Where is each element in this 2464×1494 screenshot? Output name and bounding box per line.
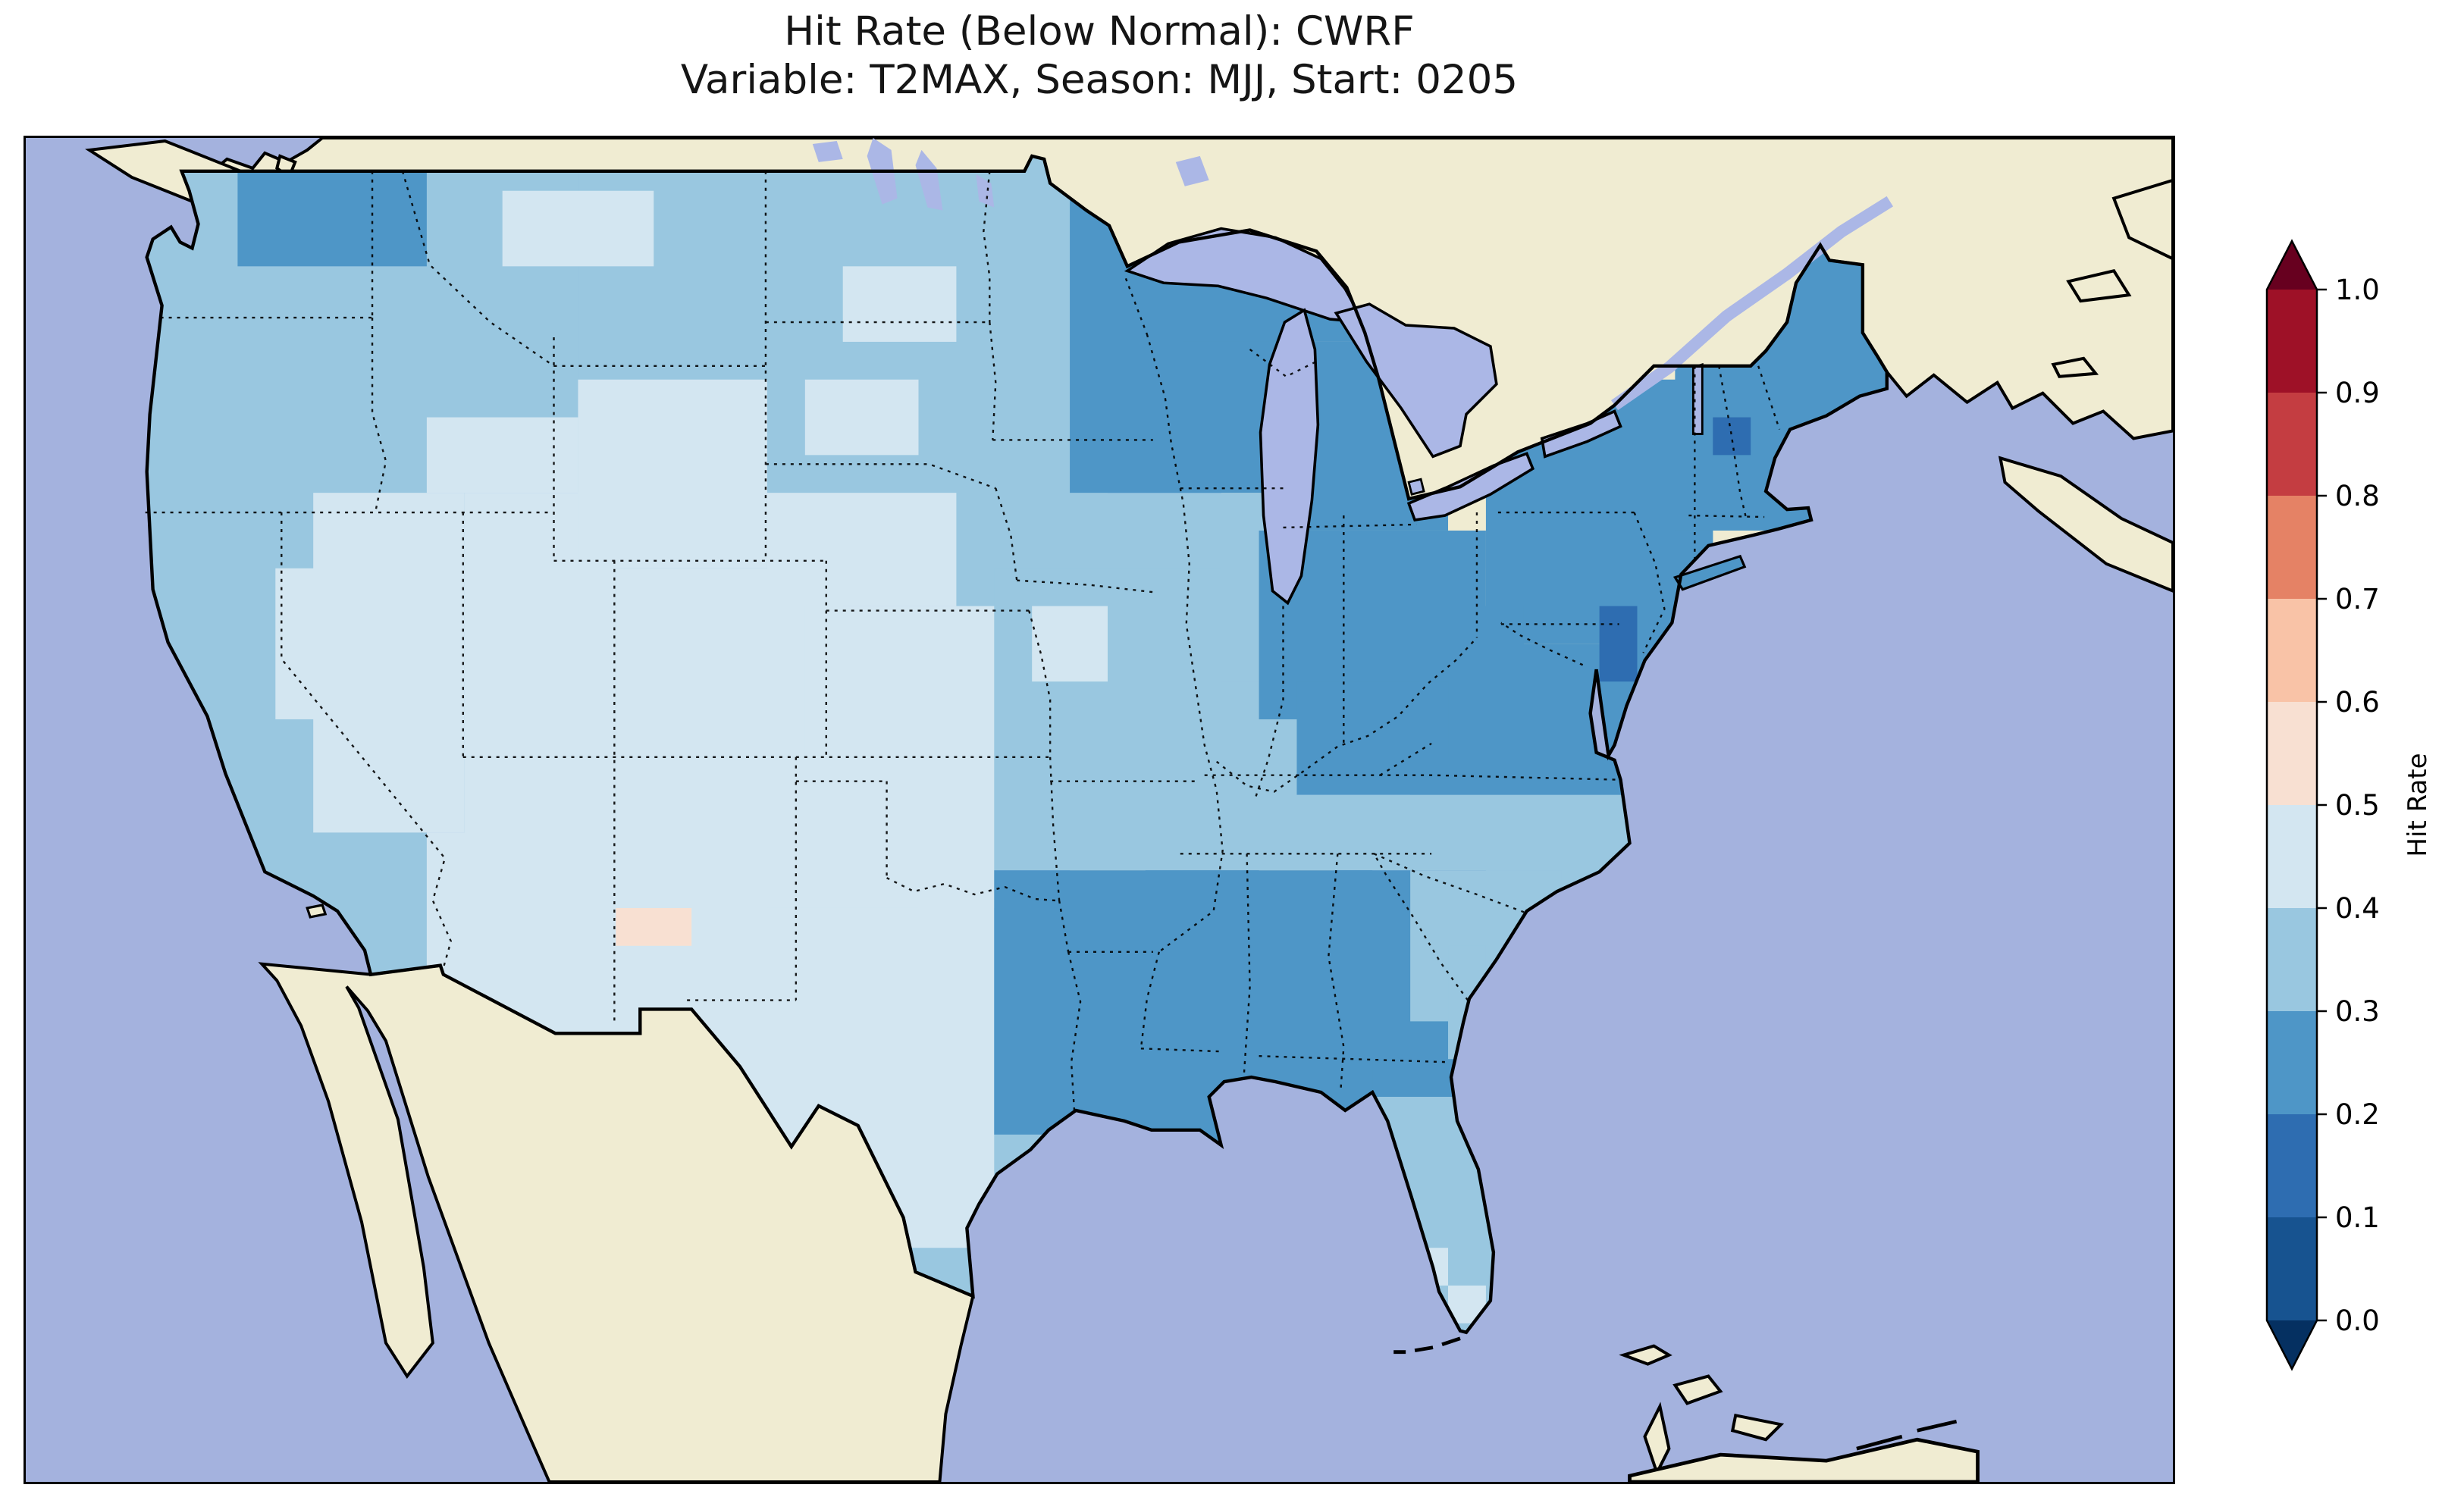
grid-region-missouri-central bbox=[1032, 606, 1108, 682]
grid-region-texas-panhandle bbox=[766, 756, 919, 908]
colorbar-tick-label: 0.3 bbox=[2335, 995, 2380, 1028]
grid-region-chesapeake-low-spot bbox=[1599, 606, 1638, 682]
florida-keys bbox=[1393, 1336, 1958, 1451]
lake-of-the-woods bbox=[976, 174, 995, 208]
lake-nipigon bbox=[1175, 155, 1209, 186]
grid-region-north-dakota-central bbox=[842, 266, 957, 342]
newfoundland-islands bbox=[2066, 178, 2173, 303]
colorbar-segment bbox=[2267, 1217, 2317, 1320]
colorbar-tick-label: 0.8 bbox=[2335, 480, 2380, 512]
cat-island bbox=[1730, 1414, 1785, 1442]
grid-region-new-mexico-high-spot bbox=[616, 907, 692, 946]
colorbar-tick-label: 0.1 bbox=[2335, 1201, 2380, 1234]
colorbar-tick-label: 0.4 bbox=[2335, 892, 2380, 925]
great-lakes bbox=[1124, 227, 1704, 606]
lake-michigan bbox=[1259, 308, 1320, 606]
colorbar-tick-label: 0.9 bbox=[2335, 377, 2380, 409]
colorbar-segment bbox=[2267, 1011, 2317, 1114]
colorbar-segment bbox=[2267, 496, 2317, 599]
colorbar-segment bbox=[2267, 908, 2317, 1011]
colorbar-tick-label: 1.0 bbox=[2335, 274, 2380, 306]
colorbar-segment bbox=[2267, 290, 2317, 393]
title-line-2: Variable: T2MAX, Season: MJJ, Start: 020… bbox=[680, 57, 1519, 103]
grid-region-montana-north bbox=[502, 190, 654, 267]
colorbar-segment bbox=[2267, 599, 2317, 702]
figure-title: Hit Rate (Below Normal): CWRF Variable: … bbox=[24, 8, 2175, 105]
lake-manitoba bbox=[915, 149, 943, 211]
lake-st-clair bbox=[1407, 478, 1425, 496]
colorbar-tick-label: 0.5 bbox=[2335, 789, 2380, 822]
channel-islands bbox=[306, 904, 328, 919]
colorbar-segment bbox=[2267, 702, 2317, 805]
us-coastline bbox=[145, 154, 1889, 1335]
grid-region-north-carolina-border bbox=[1448, 756, 1638, 795]
colorbar-over-arrow bbox=[2267, 241, 2317, 290]
grid-region-nebraska-west bbox=[766, 493, 957, 606]
nova-scotia bbox=[1998, 456, 2173, 593]
caribbean-islands bbox=[306, 904, 1980, 1482]
grid-region-kansas-west bbox=[804, 606, 995, 757]
colorbar: 1.0 0.9 0.8 0.7 0.6 0.5 0.4 0.3 0.2 0.1 0.0 Hit Ra… bbox=[2237, 235, 2464, 1433]
grid-region-idaho-south bbox=[426, 417, 578, 493]
lake-erie bbox=[1406, 452, 1535, 522]
grid-region-washington-north bbox=[237, 155, 427, 267]
colorbar-under-arrow bbox=[2267, 1320, 2317, 1369]
colorbar-segment bbox=[2267, 1114, 2317, 1217]
prairie-lake bbox=[812, 140, 843, 162]
prince-edward-island bbox=[2051, 356, 2099, 378]
colorbar-tick-label: 0.2 bbox=[2335, 1098, 2380, 1131]
colorbar-tick-label: 0.0 bbox=[2335, 1305, 2380, 1337]
colorbar-tick-label: 0.7 bbox=[2335, 583, 2380, 615]
cuba-coast bbox=[1628, 1437, 1980, 1482]
colorbar-tick-label: 0.6 bbox=[2335, 686, 2380, 719]
bahamas-island bbox=[1619, 1344, 1672, 1366]
grid-region-wyoming bbox=[578, 379, 767, 568]
colorbar-label: Hit Rate bbox=[2403, 753, 2433, 857]
eleuthera-island bbox=[1672, 1374, 1723, 1405]
map-axes bbox=[24, 136, 2175, 1484]
grid-region-kentucky-east bbox=[1296, 681, 1449, 795]
state-borders bbox=[145, 171, 1781, 1112]
st-lawrence-river bbox=[1611, 196, 1894, 411]
colorbar-canvas: 1.0 0.9 0.8 0.7 0.6 0.5 0.4 0.3 0.2 0.1 0.0 Hit Ra… bbox=[2265, 239, 2433, 1371]
lake-huron bbox=[1334, 302, 1498, 459]
colorbar-segment bbox=[2267, 393, 2317, 496]
grid-region-south-dakota-central bbox=[804, 379, 919, 456]
grid-region-california-east bbox=[275, 568, 352, 719]
map-canvas bbox=[26, 138, 2173, 1482]
grid-region-vermont-low-spot bbox=[1713, 417, 1751, 456]
colorbar-segment bbox=[2267, 805, 2317, 908]
title-line-1: Hit Rate (Below Normal): CWRF bbox=[784, 8, 1415, 55]
